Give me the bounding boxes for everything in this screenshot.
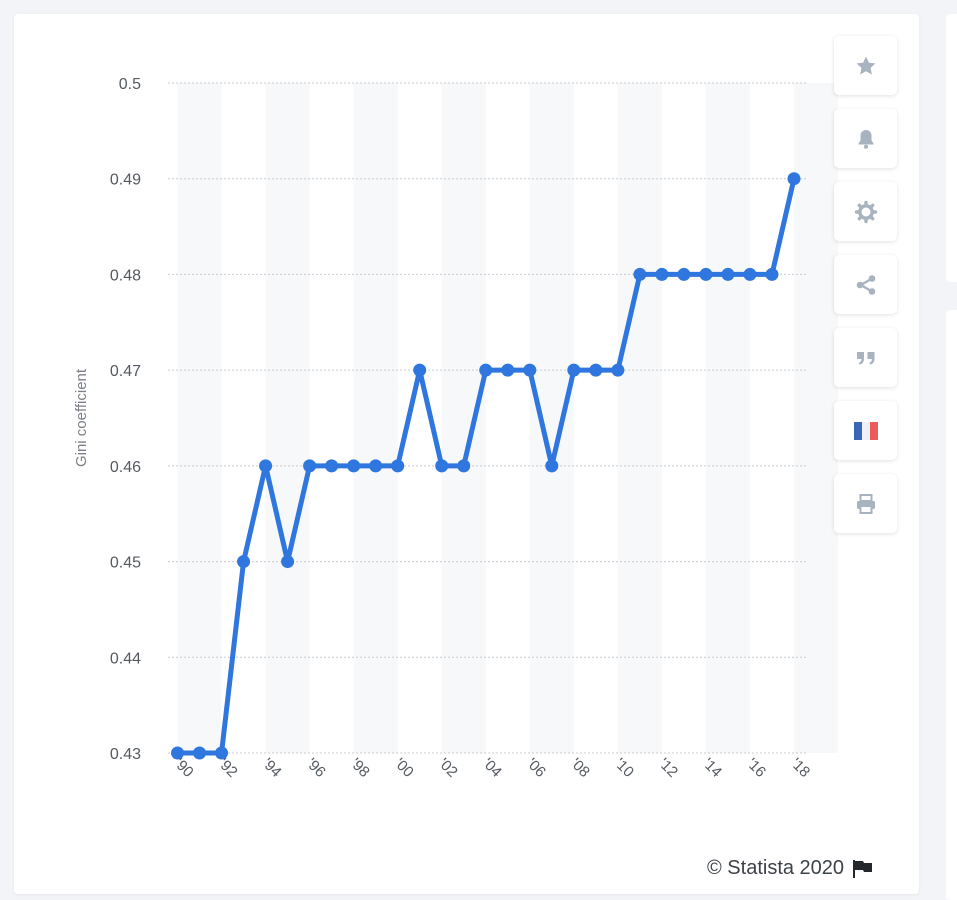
data-point[interactable] bbox=[237, 555, 251, 569]
x-tick-label: '18 bbox=[787, 755, 813, 781]
x-tick-label: '94 bbox=[259, 755, 285, 781]
y-tick-label: 0.5 bbox=[119, 76, 141, 93]
x-tick-label: '04 bbox=[479, 755, 505, 781]
data-point[interactable] bbox=[611, 363, 625, 377]
data-point[interactable] bbox=[787, 172, 801, 186]
year-band bbox=[617, 83, 662, 753]
x-tick-label: '10 bbox=[611, 755, 637, 781]
data-point[interactable] bbox=[435, 459, 449, 473]
favorite-button[interactable] bbox=[834, 36, 897, 95]
y-axis-label: Gini coefficient bbox=[73, 368, 90, 467]
data-point[interactable] bbox=[501, 363, 515, 377]
data-point[interactable] bbox=[545, 459, 559, 473]
data-point[interactable] bbox=[215, 746, 229, 760]
x-axis-ticks: '90'92'94'96'98'00'02'04'06'08'10'12'14 '… bbox=[171, 755, 813, 781]
year-band bbox=[441, 83, 486, 753]
language-button[interactable] bbox=[834, 401, 897, 460]
data-point[interactable] bbox=[193, 746, 207, 760]
y-tick-label: 0.46 bbox=[110, 459, 141, 476]
y-axis-ticks: 0.5 0.49 0.48 0.47 0.46 0.45 0.44 0.43 bbox=[110, 76, 141, 763]
x-tick-label: '98 bbox=[347, 755, 373, 781]
settings-button[interactable] bbox=[834, 182, 897, 241]
credit-text: © Statista 2020 bbox=[707, 857, 845, 879]
chart-toolbar bbox=[834, 36, 897, 547]
data-point[interactable] bbox=[347, 459, 361, 473]
x-tick-label: '00 bbox=[391, 755, 417, 781]
data-point[interactable] bbox=[765, 267, 779, 281]
data-point[interactable] bbox=[589, 363, 603, 377]
year-bands bbox=[177, 83, 839, 753]
year-band bbox=[794, 83, 839, 753]
y-tick-label: 0.43 bbox=[110, 746, 141, 763]
x-tick-label: '02 bbox=[435, 755, 461, 781]
data-point[interactable] bbox=[413, 363, 427, 377]
cite-button[interactable] bbox=[834, 328, 897, 387]
bell-icon bbox=[858, 129, 873, 149]
data-point[interactable] bbox=[743, 267, 757, 281]
gear-icon bbox=[854, 200, 877, 223]
year-band bbox=[529, 83, 574, 753]
data-point[interactable] bbox=[171, 746, 184, 760]
x-tick-label: '14 bbox=[699, 755, 725, 781]
data-point[interactable] bbox=[567, 363, 581, 377]
data-point[interactable] bbox=[325, 459, 339, 473]
data-point[interactable] bbox=[655, 267, 669, 281]
data-point[interactable] bbox=[259, 459, 273, 473]
data-point[interactable] bbox=[633, 267, 647, 281]
data-point[interactable] bbox=[479, 363, 493, 377]
year-band bbox=[705, 83, 750, 753]
quote-icon bbox=[856, 351, 874, 364]
french-flag-icon bbox=[853, 421, 878, 440]
x-tick-label: '96 bbox=[303, 755, 329, 781]
data-point[interactable] bbox=[677, 267, 691, 281]
year-band bbox=[265, 83, 310, 753]
side-panel-top bbox=[946, 14, 957, 282]
data-point[interactable] bbox=[303, 459, 317, 473]
star-icon bbox=[856, 56, 875, 74]
x-tick-label: '12 bbox=[655, 755, 681, 781]
data-point[interactable] bbox=[281, 555, 295, 569]
data-points bbox=[171, 172, 801, 760]
data-point[interactable] bbox=[721, 267, 735, 281]
data-point[interactable] bbox=[369, 459, 383, 473]
year-band bbox=[353, 83, 398, 753]
data-point[interactable] bbox=[457, 459, 471, 473]
print-button[interactable] bbox=[834, 474, 897, 533]
y-tick-label: 0.44 bbox=[110, 650, 141, 667]
x-tick-label: '16 bbox=[743, 755, 769, 781]
y-tick-label: 0.48 bbox=[110, 267, 141, 284]
print-icon bbox=[856, 493, 875, 514]
x-tick-label: '06 bbox=[523, 755, 549, 781]
data-point[interactable] bbox=[391, 459, 405, 473]
statista-credit[interactable]: © Statista 2020 bbox=[707, 857, 874, 880]
side-panel-bottom bbox=[946, 310, 957, 900]
x-tick-label: '08 bbox=[567, 755, 593, 781]
y-tick-label: 0.47 bbox=[110, 363, 141, 380]
flag-icon bbox=[853, 859, 873, 878]
data-point[interactable] bbox=[699, 267, 713, 281]
data-point[interactable] bbox=[523, 363, 537, 377]
y-tick-label: 0.49 bbox=[110, 172, 141, 189]
year-band bbox=[177, 83, 222, 753]
y-tick-label: 0.45 bbox=[110, 555, 141, 572]
share-button[interactable] bbox=[834, 255, 897, 314]
share-icon bbox=[856, 274, 875, 295]
notification-button[interactable] bbox=[834, 109, 897, 168]
